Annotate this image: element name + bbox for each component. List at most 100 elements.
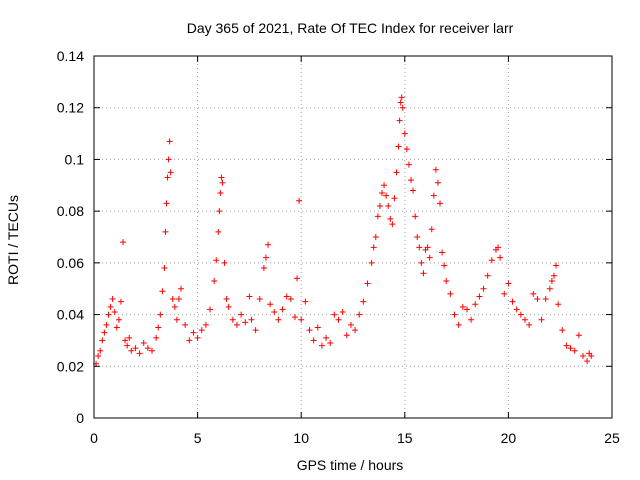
data-point bbox=[327, 340, 334, 347]
data-point bbox=[223, 296, 230, 303]
data-point bbox=[432, 166, 439, 173]
data-point bbox=[571, 347, 578, 354]
data-point bbox=[546, 285, 553, 292]
data-point bbox=[584, 358, 591, 365]
data-point bbox=[364, 280, 371, 287]
data-point bbox=[439, 249, 446, 256]
data-point bbox=[405, 161, 412, 168]
data-point bbox=[379, 190, 386, 197]
data-point bbox=[173, 316, 180, 323]
y-tick-label: 0 bbox=[76, 410, 84, 426]
y-tick-label: 0.08 bbox=[57, 203, 84, 219]
data-point bbox=[318, 342, 325, 349]
data-point bbox=[579, 352, 586, 359]
y-axis-label: ROTI / TECUs bbox=[5, 195, 21, 285]
data-point bbox=[412, 213, 419, 220]
data-point bbox=[389, 221, 396, 228]
data-point bbox=[115, 316, 122, 323]
data-point bbox=[109, 296, 116, 303]
data-point bbox=[229, 316, 236, 323]
data-point bbox=[356, 311, 363, 318]
data-point bbox=[267, 301, 274, 308]
data-point bbox=[534, 296, 541, 303]
data-point bbox=[393, 169, 400, 176]
data-point bbox=[175, 296, 182, 303]
data-point bbox=[434, 179, 441, 186]
data-point bbox=[360, 298, 367, 305]
data-point bbox=[575, 332, 582, 339]
data-point bbox=[468, 316, 475, 323]
data-point bbox=[215, 228, 222, 235]
data-point bbox=[105, 311, 112, 318]
plot-frame bbox=[93, 55, 613, 419]
data-point bbox=[368, 259, 375, 266]
data-point bbox=[495, 244, 502, 251]
data-point bbox=[144, 345, 151, 352]
data-point bbox=[271, 308, 278, 315]
data-point bbox=[161, 265, 168, 272]
data-point bbox=[153, 334, 160, 341]
data-point bbox=[182, 321, 189, 328]
data-point bbox=[291, 314, 298, 321]
data-point bbox=[509, 298, 516, 305]
data-point bbox=[216, 208, 223, 215]
data-point bbox=[399, 104, 406, 111]
data-point bbox=[418, 259, 425, 266]
data-point bbox=[265, 241, 272, 248]
data-point bbox=[207, 306, 214, 313]
data-point bbox=[401, 130, 408, 137]
data-point bbox=[513, 306, 520, 313]
data-point bbox=[252, 327, 259, 334]
data-point bbox=[279, 306, 286, 313]
data-point bbox=[260, 265, 267, 272]
data-point bbox=[387, 215, 394, 222]
data-point bbox=[217, 190, 224, 197]
data-point bbox=[120, 239, 127, 246]
data-point bbox=[381, 182, 388, 189]
data-points bbox=[93, 94, 595, 367]
data-point bbox=[126, 334, 133, 341]
data-point bbox=[198, 327, 205, 334]
data-point bbox=[416, 244, 423, 251]
data-point bbox=[542, 296, 549, 303]
data-point bbox=[117, 298, 124, 305]
data-point bbox=[567, 345, 574, 352]
data-point bbox=[476, 293, 483, 300]
data-point bbox=[408, 177, 415, 184]
data-point bbox=[163, 200, 170, 207]
data-point bbox=[339, 308, 346, 315]
data-point bbox=[166, 138, 173, 145]
data-point bbox=[385, 202, 392, 209]
data-point bbox=[262, 254, 269, 261]
data-point bbox=[167, 169, 174, 176]
data-point bbox=[488, 257, 495, 264]
x-tick-label: 25 bbox=[604, 430, 620, 446]
data-point bbox=[140, 340, 147, 347]
data-point bbox=[218, 174, 225, 181]
data-point bbox=[374, 213, 381, 220]
data-point bbox=[298, 316, 305, 323]
data-point bbox=[331, 311, 338, 318]
data-point bbox=[459, 303, 466, 310]
data-point bbox=[383, 192, 390, 199]
data-point bbox=[472, 301, 479, 308]
data-point bbox=[484, 272, 491, 279]
data-point bbox=[398, 94, 405, 101]
data-point bbox=[221, 259, 228, 266]
data-point bbox=[414, 234, 421, 240]
data-point bbox=[553, 262, 560, 269]
data-point bbox=[588, 352, 595, 359]
data-point bbox=[256, 296, 263, 303]
data-point bbox=[238, 311, 245, 318]
chart-title: Day 365 of 2021, Rate Of TEC Index for r… bbox=[187, 20, 514, 36]
data-point bbox=[211, 277, 218, 284]
data-point bbox=[480, 285, 487, 292]
data-point bbox=[430, 192, 437, 199]
data-point bbox=[501, 290, 508, 297]
data-point bbox=[136, 350, 143, 357]
data-point bbox=[157, 311, 164, 318]
y-tick-label: 0.14 bbox=[57, 48, 84, 64]
data-point bbox=[370, 244, 377, 251]
data-point bbox=[149, 347, 156, 354]
